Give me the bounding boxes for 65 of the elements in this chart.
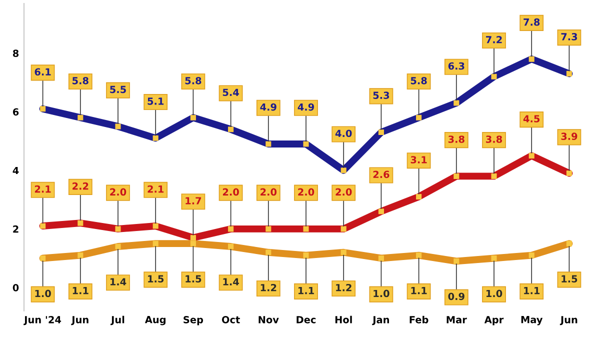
x-tick-label: Jul — [110, 316, 124, 326]
data-label: 1.5 — [148, 275, 164, 283]
data-label: 4.9 — [260, 103, 276, 111]
data-label: 7.2 — [486, 36, 502, 44]
data-label: 4.9 — [298, 103, 314, 111]
data-label: 1.0 — [486, 290, 502, 298]
data-label: 1.7 — [186, 197, 202, 204]
x-tick-label: Sep — [184, 316, 204, 326]
data-label: 6.1 — [34, 68, 51, 76]
x-tick-label: Jun '24 — [24, 316, 62, 326]
x-tick-label: Nov — [258, 316, 279, 324]
y-tick-label: 4 — [12, 166, 19, 174]
data-label: 5.8 — [185, 76, 202, 84]
data-label: 5.3 — [373, 92, 390, 99]
data-label: 1.2 — [336, 284, 352, 292]
data-label: 1.0 — [374, 290, 390, 298]
data-label: 2.0 — [110, 188, 126, 196]
data-label: 4.5 — [523, 115, 540, 122]
data-label: 2.2 — [72, 182, 88, 190]
data-label: 0.9 — [448, 292, 464, 300]
x-tick-label: Feb — [410, 316, 428, 324]
data-label: 5.8 — [72, 76, 88, 84]
data-label: 7.3 — [561, 33, 578, 40]
y-tick-label: 0 — [12, 284, 19, 292]
data-label: 2.0 — [298, 188, 314, 196]
data-label: 3.8 — [448, 136, 464, 143]
data-label: 1.5 — [562, 275, 578, 283]
x-tick-label: Oct — [222, 316, 240, 324]
data-label: 1.1 — [524, 287, 540, 294]
data-label: 1.5 — [186, 275, 202, 283]
x-tick-label: Jan — [372, 316, 389, 326]
data-label: 2.1 — [148, 185, 164, 193]
x-tick-label: Jun — [560, 316, 578, 326]
x-tick-label: Mar — [446, 316, 467, 324]
data-label: 1.4 — [110, 278, 126, 286]
data-label: 1.4 — [223, 278, 239, 286]
data-label: 1.0 — [35, 290, 51, 298]
data-label: 2.0 — [222, 188, 239, 196]
x-tick-label: May — [521, 316, 543, 326]
data-label: 6.3 — [448, 62, 464, 70]
data-label: 5.1 — [148, 98, 164, 105]
x-tick-label: Hol — [335, 316, 352, 324]
data-label: 5.8 — [410, 76, 427, 84]
data-label: 2.0 — [260, 188, 277, 196]
data-label: 2.6 — [373, 170, 390, 178]
data-label: 4.0 — [335, 130, 352, 138]
x-tick-label: Apr — [484, 316, 504, 326]
y-tick-label: 2 — [13, 225, 18, 233]
data-label: 5.4 — [222, 88, 239, 96]
x-tick-label: Aug — [144, 316, 166, 326]
y-tick-label: 8 — [12, 50, 19, 58]
data-label: 7.8 — [524, 18, 540, 26]
data-label: 1.2 — [260, 284, 276, 292]
data-label: 1.1 — [72, 287, 88, 294]
data-label: 3.1 — [410, 156, 427, 164]
y-tick-label: 6 — [12, 108, 19, 116]
x-tick-label: Dec — [296, 316, 316, 324]
data-label: 1.1 — [298, 287, 314, 294]
data-label: 2.0 — [336, 188, 352, 196]
data-label: 5.5 — [110, 86, 126, 94]
data-label: 1.1 — [411, 287, 427, 294]
x-tick-label: Jun — [71, 316, 88, 326]
data-label: 3.9 — [561, 132, 578, 140]
data-label: 3.8 — [486, 136, 502, 143]
data-label: 2.1 — [34, 185, 51, 193]
